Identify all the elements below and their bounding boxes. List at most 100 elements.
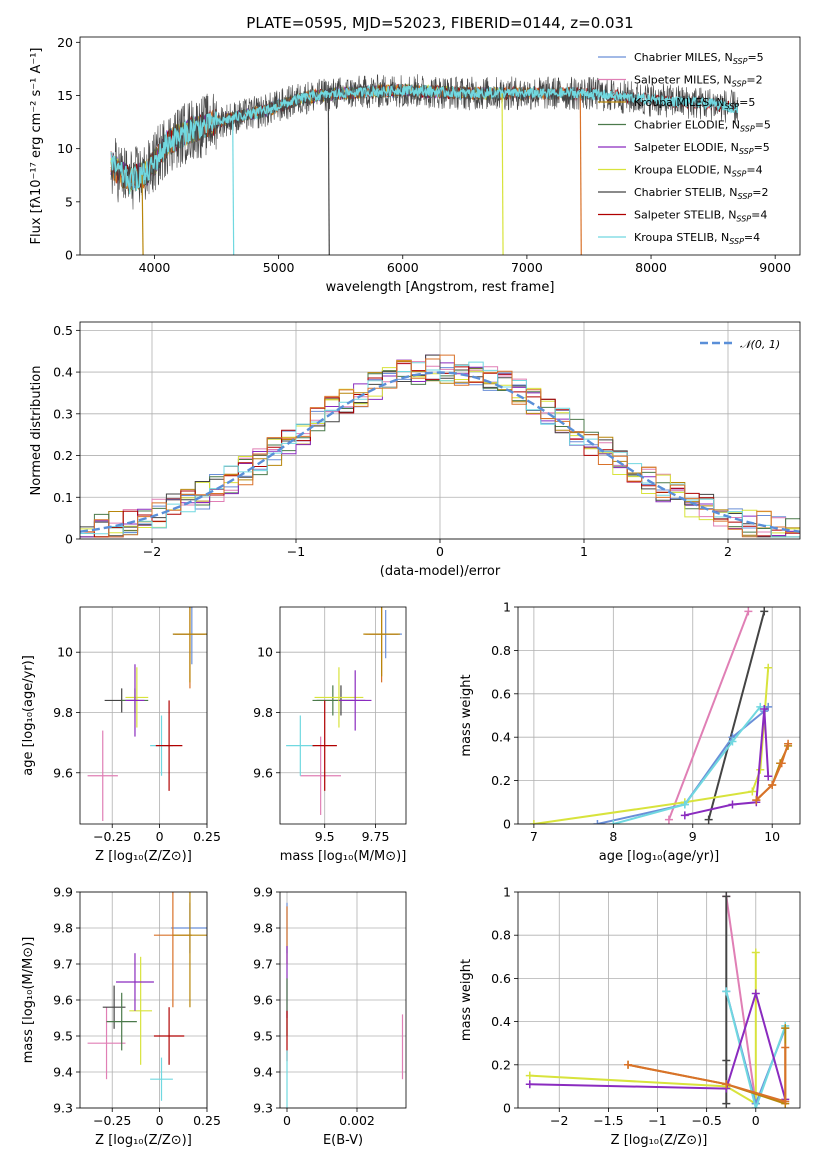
y-tick-label: 9.4 [53,1065,73,1080]
errorbar-point [172,607,207,683]
weight-marker [525,1080,534,1089]
weight-marker [764,772,773,781]
axes-frame [79,606,208,825]
y-tick-label: 0.5 [53,323,73,338]
x-tick-label: −2 [143,544,161,559]
y-axis-label: mass weight [459,674,474,756]
weight-line [613,706,762,824]
x-tick-label: 0 [752,1113,760,1128]
y-tick-label: 0.2 [491,773,511,788]
spectrum-drop [327,94,330,255]
x-tick-label: 8 [609,829,617,844]
x-axis-label: wavelength [Angstrom, rest frame] [326,280,555,295]
weight-marker [760,704,769,713]
weight-marker [722,1056,731,1065]
y-tick-label: 0.3 [53,406,73,421]
axes-spectrum: 4000 5000 6000 7000 8000 9000 0 5 10 15 20 waveleng… [29,35,801,295]
x-tick-label: 1 [580,544,588,559]
y-tick-label: 0.4 [53,365,73,380]
legend-label: Salpeter ELODIE, NSSP=5 [634,141,770,156]
plot-area-age_vs_Z [87,607,207,821]
y-tick-label: 9.9 [253,885,273,900]
errorbar-point [300,736,341,815]
weight-marker [768,780,777,789]
legend-label: Kroupa MILES, NSSP=5 [634,96,755,111]
x-tick-label: 10 [764,829,780,844]
frame-weight_vs_Z: −2 −1.5 −1 −0.5 0 0 0.2 0.4 0.6 0.8 1 Z [log₁₀(Z/Z⊙… [459,885,801,1148]
y-tick-label: 9.8 [53,705,73,720]
x-tick-label: 4000 [139,260,171,275]
errorbar-point [338,670,372,731]
legend-label: Chabrier STELIB, NSSP=2 [634,186,768,201]
x-tick-label: 9000 [759,260,791,275]
weight-line [627,1047,787,1103]
spectrum-drop [232,118,235,255]
histogram-step [80,354,800,538]
weight-line [755,743,790,801]
x-axis-label: Z [log₁₀(Z/Z⊙)] [611,1133,708,1148]
y-tick-label: 0.8 [491,928,511,943]
errorbar-point [87,1007,126,1080]
weight-marker [784,739,793,748]
weight-marker [722,987,731,996]
weight-marker [751,948,760,957]
errorbar-point [87,730,118,821]
x-tick-label: 0 [436,544,444,559]
axes-frame [279,606,407,825]
x-axis-label: mass [log₁₀(M/M⊙)] [280,849,407,864]
chart-layer: 4000 5000 6000 7000 8000 900005101520waveleng… [21,35,801,1149]
axes-age_vs_mass: 9.5 9.75 9.6 9.8 10 mass [log₁₀(M/M⊙)] [253,606,407,864]
y-tick-label: 0.2 [491,1057,511,1072]
weight-marker [704,815,713,824]
y-axis-label: Flux [fλ10⁻¹⁷ erg cm⁻² s⁻¹ A⁻¹] [29,48,44,245]
figure-title: PLATE=0595, MJD=52023, FIBERID=0144, z=0… [246,14,633,32]
x-tick-label: −1 [648,1113,666,1128]
x-tick-label: 7000 [511,260,543,275]
y-tick-label: 9.8 [253,705,273,720]
y-tick-label: 0.6 [491,971,511,986]
axes-frame [79,36,801,256]
y-tick-label: 9.6 [53,765,73,780]
weight-marker [529,820,538,824]
weight-marker [664,815,673,824]
weight-marker [764,663,773,672]
weight-marker [722,892,731,901]
axes-frame [517,891,801,1109]
errorbar-point [125,667,149,728]
x-tick-label: 9.5 [315,829,335,844]
y-tick-label: 1 [503,885,511,900]
plot-area-age_vs_mass [286,607,402,815]
weight-line [707,611,766,820]
errorbar-point [286,715,315,776]
y-tick-label: 0 [503,1101,511,1116]
y-tick-label: 20 [57,35,73,50]
y-tick-label: 9.6 [253,993,273,1008]
x-tick-label: 7 [530,829,538,844]
frame-mass_vs_Z: −0.25 0 0.25 9.3 9.4 9.5 9.6 9.7 9.8 9.9 Z [log₁₀(… [21,885,221,1149]
y-tick-label: 0.6 [491,686,511,701]
y-axis-label: Normed distribution [29,366,44,496]
spectrum-drop [501,93,504,255]
y-tick-label: 9.7 [53,957,73,972]
spectrum-drop [141,174,144,255]
y-tick-label: 9.3 [253,1101,273,1116]
legend-label: Kroupa ELODIE, NSSP=4 [634,164,763,179]
y-tick-label: 0 [65,248,73,263]
y-tick-label: 9.8 [53,921,73,936]
weight-marker [728,800,737,809]
errorbar-point [363,607,400,677]
legend-label: 𝒩(0, 1) [740,338,780,351]
axes-weight_vs_Z: −2 −1.5 −1 −0.5 0 0 0.2 0.4 0.6 0.8 1 Z [log₁₀(Z/Z⊙… [459,885,801,1148]
weight-marker [748,787,757,796]
x-tick-label: 0 [156,1113,164,1128]
y-tick-label: 9.5 [53,1029,73,1044]
y-tick-label: 0.4 [491,730,511,745]
errorbar-point [172,892,207,1008]
y-tick-label: 15 [57,88,73,103]
weight-line [529,952,757,1106]
x-tick-label: −0.25 [93,1113,131,1128]
errorbar-point [153,1007,185,1065]
histogram-step [80,354,800,538]
weight-line [725,896,757,1104]
